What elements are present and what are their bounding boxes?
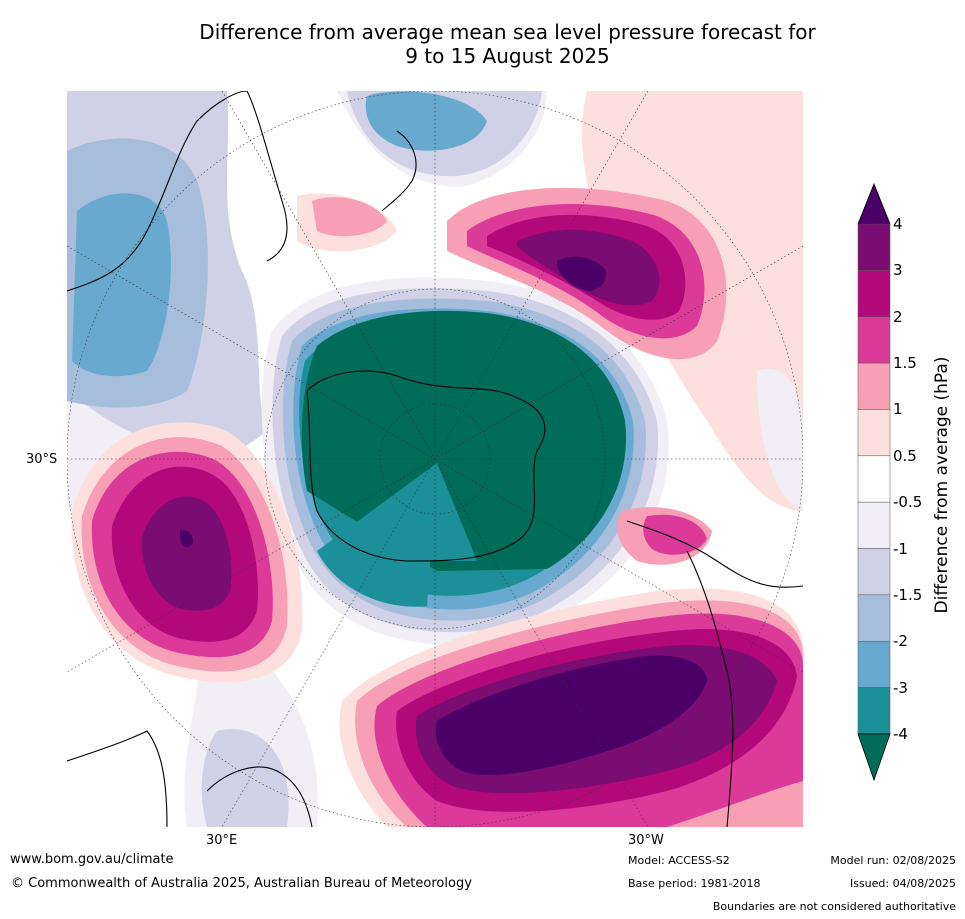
colorbar-swatch: [857, 687, 891, 735]
africa-coastline: [67, 730, 168, 827]
colorbar-swatch: [857, 223, 891, 271]
lon-label-30e: 30°E: [206, 833, 238, 848]
south-america-west-coast: [686, 550, 734, 827]
colorbar-tick-label: -0.5: [893, 493, 923, 512]
south-america-coastline: [626, 520, 803, 588]
lon-label-30w: 30°W: [628, 833, 664, 848]
colorbar-tick-label: -1.5: [893, 585, 923, 604]
colorbar-extend-max: [857, 182, 891, 225]
colorbar-tick-label: -1: [893, 539, 908, 558]
negative-anomaly-new-zealand: [347, 91, 542, 177]
footer-model-run: Model run: 02/08/2025: [830, 854, 956, 867]
new-zealand-coastline: [381, 130, 417, 212]
positive-anomaly-indian-ocean: [71, 422, 303, 683]
colorbar-tick-label: 1.5: [893, 354, 917, 373]
colorbar-title: Difference from average (hPa): [932, 356, 952, 614]
footer-model: Model: ACCESS-S2: [628, 854, 730, 867]
colorbar-tick-label: -2: [893, 632, 908, 651]
footer-copyright: © Commonwealth of Australia 2025, Austra…: [11, 876, 472, 891]
colorbar-swatch: [857, 594, 891, 642]
colorbar-swatch: [857, 409, 891, 457]
negative-anomaly-antarctica: [261, 277, 669, 645]
colorbar-swatch: [857, 316, 891, 364]
title-line-1: Difference from average mean sea level p…: [199, 20, 816, 44]
positive-anomaly-pacific: [312, 187, 727, 360]
pressure-anomaly-map: [67, 91, 803, 827]
colorbar-tick-label: 2: [893, 307, 903, 326]
graticule: [67, 91, 803, 827]
antarctica-coastline: [306, 370, 546, 562]
colorbar-swatch: [857, 455, 891, 503]
colorbar-tick-label: -3: [893, 678, 908, 697]
colorbar-tick-label: 3: [893, 261, 903, 280]
footer-base-period: Base period: 1981-2018: [628, 877, 761, 890]
footer-issued: Issued: 04/08/2025: [849, 877, 956, 890]
positive-anomaly-atlantic: [339, 507, 803, 827]
footer-disclaimer: Boundaries are not considered authoritat…: [712, 900, 956, 913]
colorbar-swatch: [857, 640, 891, 688]
lat-label-30s: 30°S: [26, 452, 58, 467]
colorbar-extend-min: [857, 733, 891, 782]
coastlines: [67, 91, 803, 827]
colorbar-tick-label: 4: [893, 215, 903, 233]
colorbar-swatch: [857, 548, 891, 596]
title-line-2: 9 to 15 August 2025: [405, 44, 610, 68]
colorbar-tick-label: 0.5: [893, 446, 917, 465]
colorbar-swatch: [857, 501, 891, 549]
negative-anomaly-australia: [67, 138, 208, 408]
australia-coastline: [67, 91, 288, 292]
colorbar-swatch: [857, 270, 891, 317]
colorbar-tick-label: -4: [893, 724, 908, 743]
map-title: Difference from average mean sea level p…: [100, 20, 915, 68]
southern-africa-coastline: [206, 766, 313, 827]
colorbar-tick-label: 1: [893, 400, 903, 419]
colorbar-swatch: [857, 362, 891, 410]
footer-url[interactable]: www.bom.gov.au/climate: [10, 852, 174, 867]
colorbar: [857, 182, 891, 782]
